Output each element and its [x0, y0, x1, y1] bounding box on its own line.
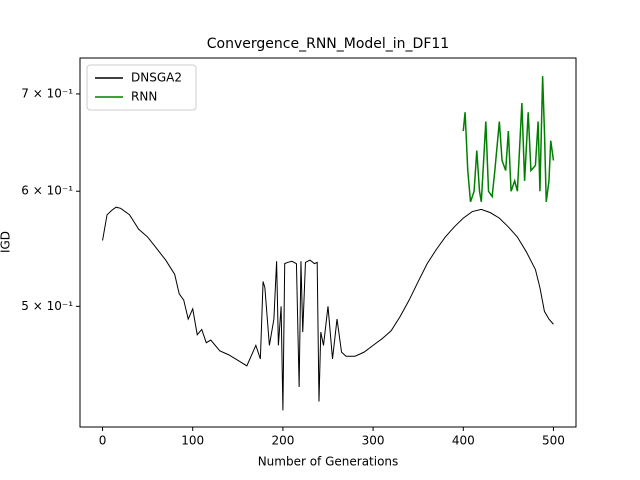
x-tick-label: 200	[271, 434, 294, 448]
y-tick-label: 5 × 10⁻¹	[21, 299, 73, 313]
x-tick-label: 400	[452, 434, 475, 448]
chart-title: Convergence_RNN_Model_in_DF11	[207, 36, 449, 52]
y-tick-label: 7 × 10⁻¹	[21, 86, 73, 100]
y-axis-label: IGD	[0, 231, 13, 253]
data-line	[102, 206, 554, 411]
x-tick-label: 300	[362, 434, 385, 448]
x-tick-label: 100	[181, 434, 204, 448]
x-tick-label: 500	[542, 434, 565, 448]
axes-frame	[79, 57, 577, 428]
legend-box	[86, 64, 197, 111]
data-line	[462, 76, 555, 203]
x-axis-label: Number of Generations	[258, 455, 399, 469]
y-tick-label: 6 × 10⁻¹	[21, 184, 73, 198]
legend-label: RNN	[131, 90, 157, 104]
legend-label: DNSGA2	[131, 71, 182, 85]
x-tick-label: 0	[99, 434, 107, 448]
